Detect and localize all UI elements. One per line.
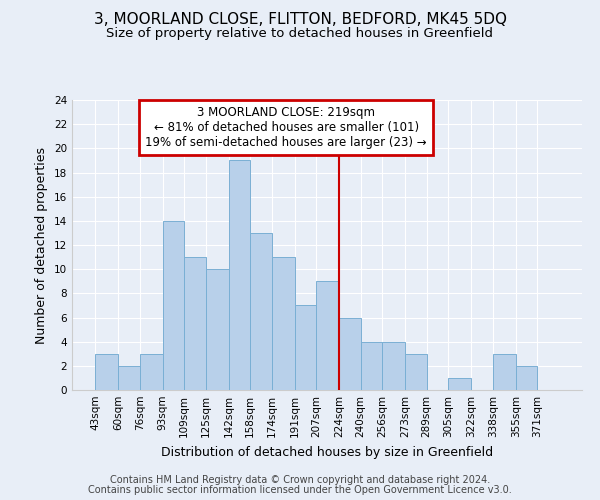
Bar: [339, 318, 361, 390]
Bar: [316, 281, 339, 390]
Bar: [206, 269, 229, 390]
Bar: [163, 221, 184, 390]
Bar: [515, 366, 537, 390]
Y-axis label: Number of detached properties: Number of detached properties: [35, 146, 49, 344]
Bar: [295, 306, 316, 390]
Text: Contains HM Land Registry data © Crown copyright and database right 2024.: Contains HM Land Registry data © Crown c…: [110, 475, 490, 485]
Bar: [250, 233, 272, 390]
Bar: [118, 366, 140, 390]
Bar: [229, 160, 250, 390]
Text: Size of property relative to detached houses in Greenfield: Size of property relative to detached ho…: [107, 28, 493, 40]
Text: 3 MOORLAND CLOSE: 219sqm
← 81% of detached houses are smaller (101)
19% of semi-: 3 MOORLAND CLOSE: 219sqm ← 81% of detach…: [145, 106, 427, 149]
Text: 3, MOORLAND CLOSE, FLITTON, BEDFORD, MK45 5DQ: 3, MOORLAND CLOSE, FLITTON, BEDFORD, MK4…: [94, 12, 506, 28]
Bar: [361, 342, 382, 390]
Bar: [140, 354, 163, 390]
Bar: [272, 257, 295, 390]
Bar: [493, 354, 515, 390]
Bar: [184, 257, 206, 390]
Text: Distribution of detached houses by size in Greenfield: Distribution of detached houses by size …: [161, 446, 493, 459]
Bar: [95, 354, 118, 390]
Text: Contains public sector information licensed under the Open Government Licence v3: Contains public sector information licen…: [88, 485, 512, 495]
Bar: [448, 378, 471, 390]
Bar: [405, 354, 427, 390]
Bar: [382, 342, 405, 390]
